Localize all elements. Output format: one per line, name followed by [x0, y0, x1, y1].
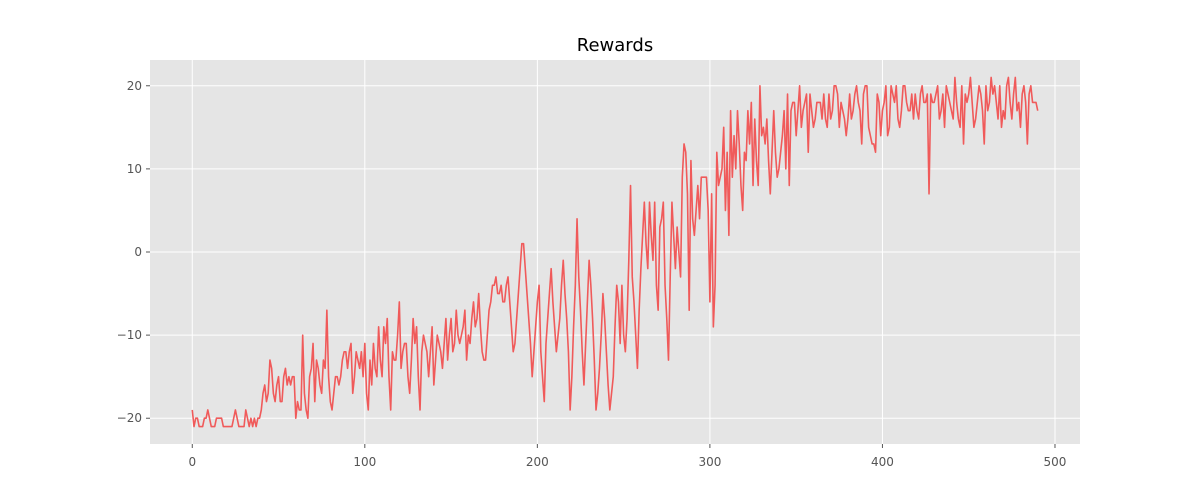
x-tick-label: 400	[871, 455, 894, 469]
x-tick-label: 0	[188, 455, 196, 469]
y-tick-label: −10	[117, 328, 142, 342]
y-tick-label: 0	[134, 245, 142, 259]
y-tick-label: −20	[117, 411, 142, 425]
grid-lines	[150, 60, 1080, 444]
rewards-series-line	[191, 76, 1039, 428]
y-tick-label: 10	[127, 162, 142, 176]
y-tick-label: 20	[127, 79, 142, 93]
x-tick-label: 500	[1044, 455, 1067, 469]
tick-layer: 0 100 200 300 400 500 −20 −10 0 10 20	[117, 79, 1067, 469]
x-tick-label: 100	[353, 455, 376, 469]
x-tick-label: 300	[698, 455, 721, 469]
series-layer	[191, 76, 1039, 428]
x-tick-label: 200	[526, 455, 549, 469]
chart-title: Rewards	[577, 35, 653, 56]
